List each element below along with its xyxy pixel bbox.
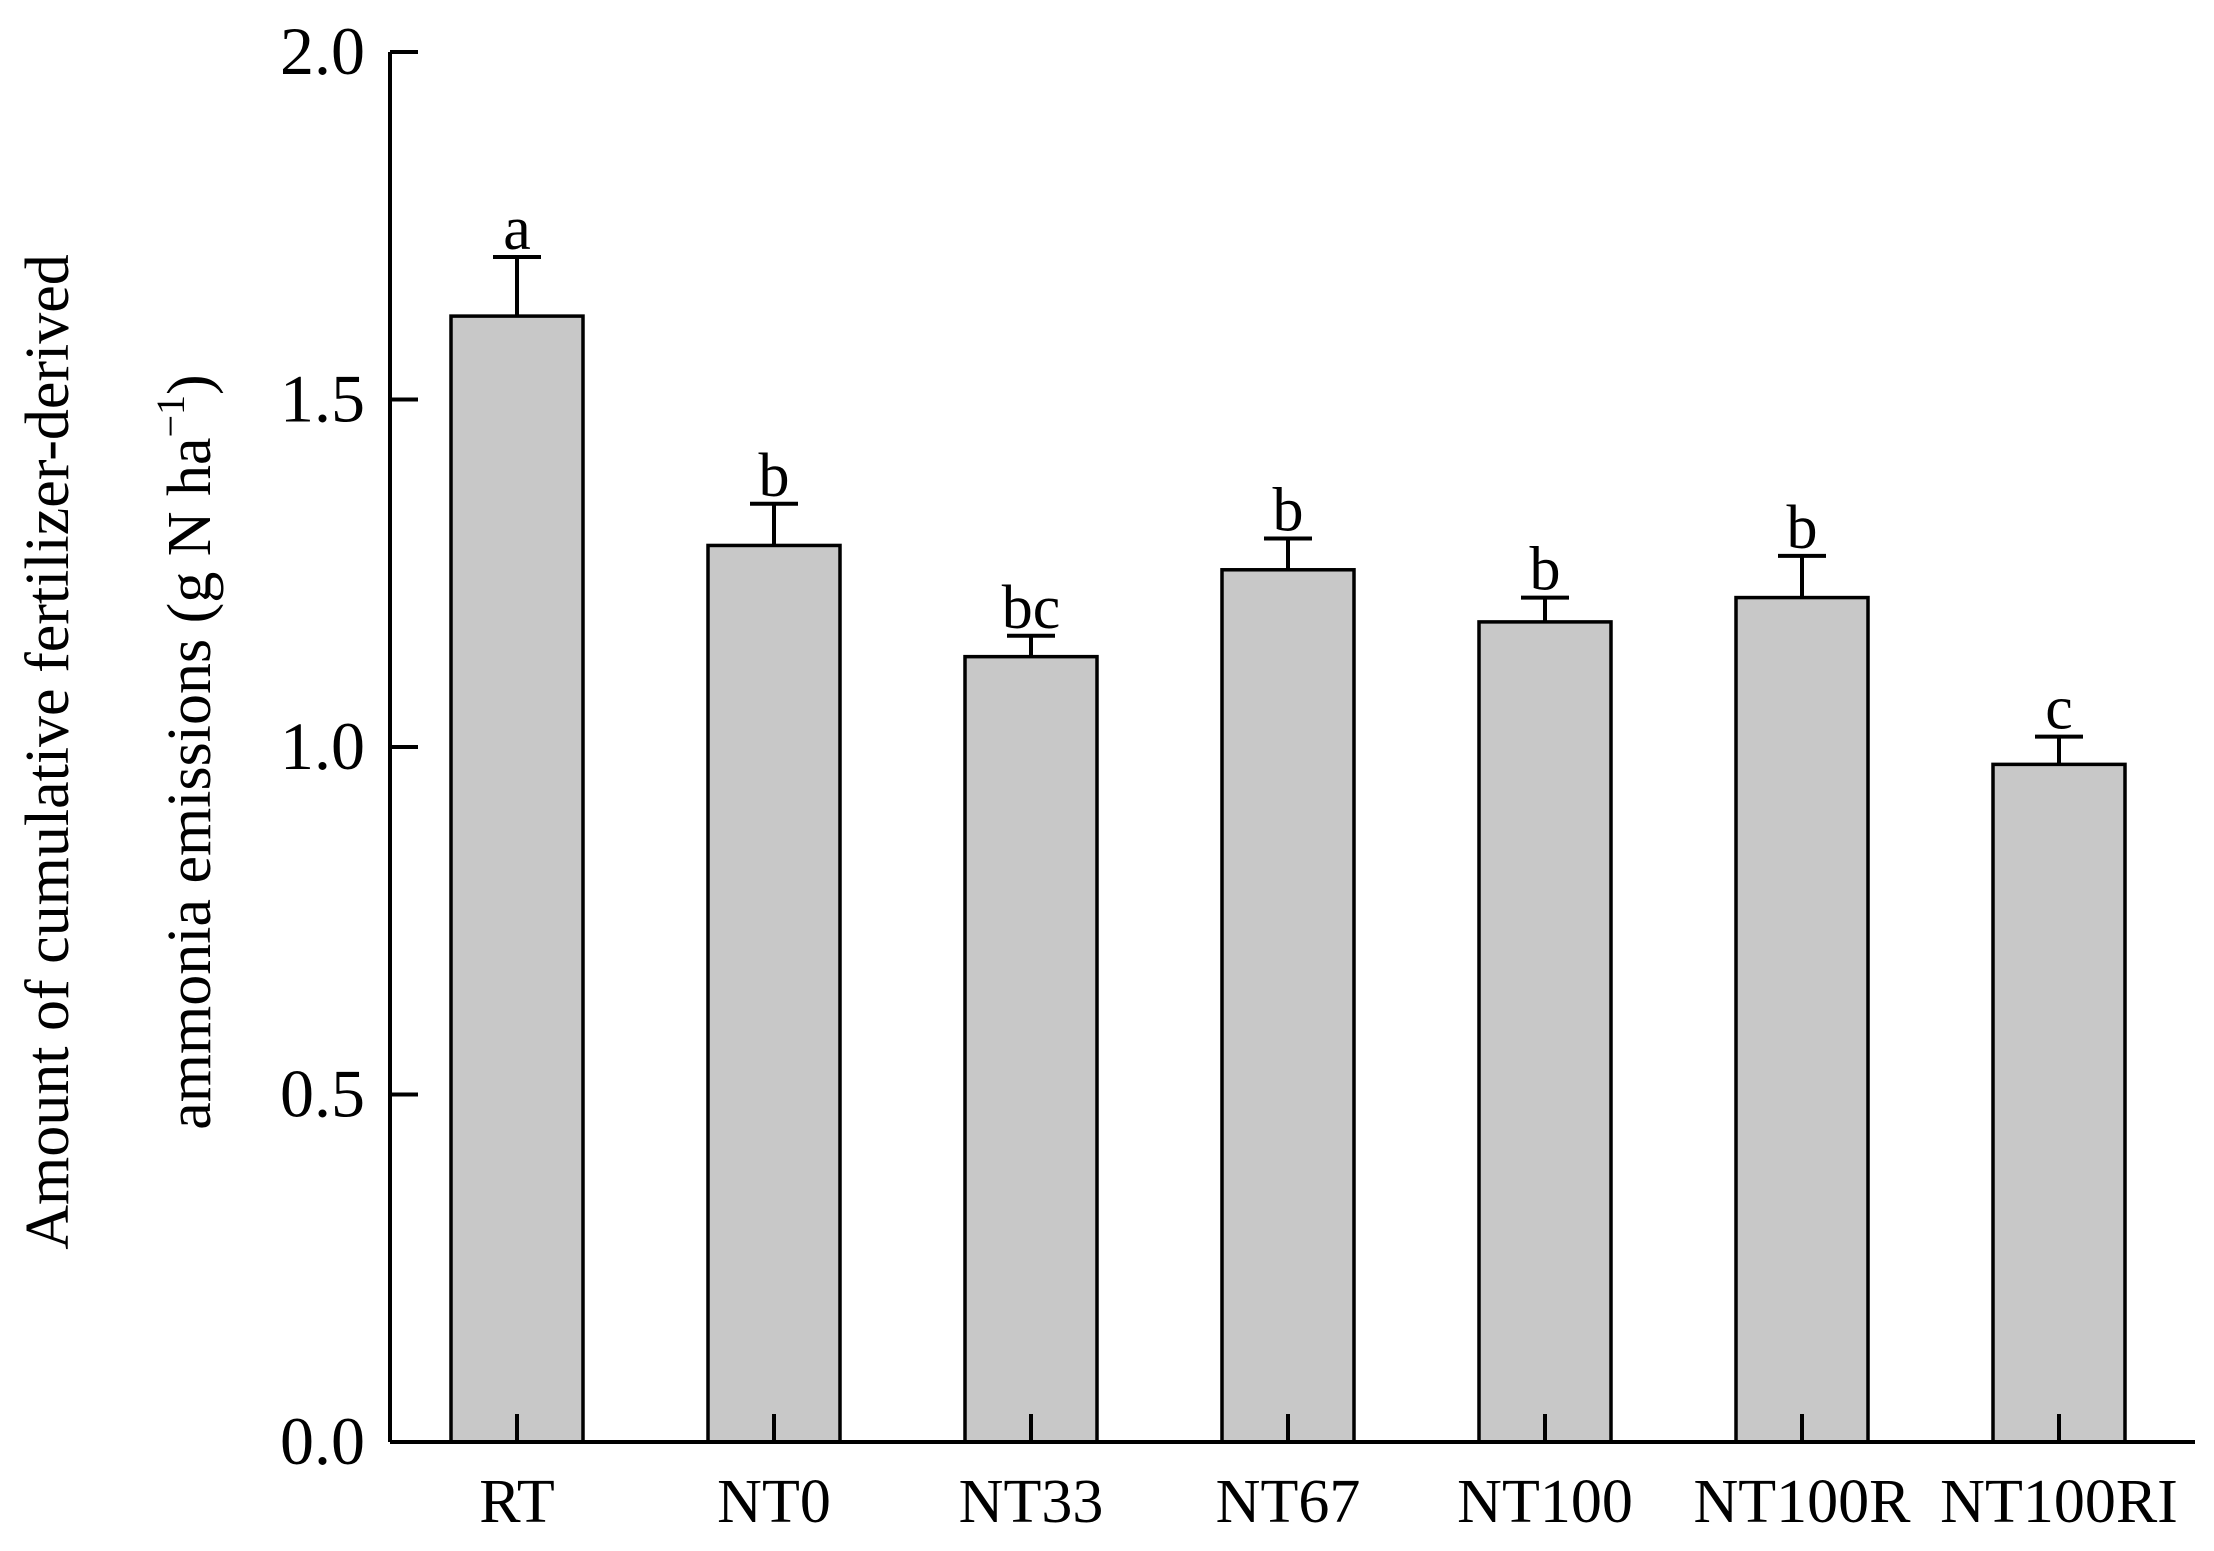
bar xyxy=(706,543,842,1444)
bar xyxy=(1991,762,2127,1444)
x-ticks: RT NT0 NT33 NT67 NT100 NT100R NT100RI xyxy=(479,1414,2178,1536)
y-axis-title-line2-main: ammonia emissions (g N ha xyxy=(156,437,224,1129)
bar-group-rt: a xyxy=(449,195,585,1444)
bar xyxy=(1220,568,1356,1444)
x-tick-label: NT33 xyxy=(959,1468,1104,1536)
significance-label: b xyxy=(759,442,790,510)
bar-group-nt33: bc xyxy=(963,574,1099,1444)
bar-group-nt100ri: c xyxy=(1991,675,2127,1444)
bar-group-nt0: b xyxy=(706,442,842,1444)
bar-group-nt100r: b xyxy=(1734,494,1870,1444)
bar xyxy=(963,654,1099,1444)
significance-label: c xyxy=(2045,675,2073,743)
y-axis-title-line1: Amount of cumulative fertilizer-derived xyxy=(14,254,82,1250)
y-axis-title-line2-end: ) xyxy=(156,374,224,395)
bar-group-nt100: b xyxy=(1477,536,1613,1444)
bar xyxy=(1734,595,1870,1444)
bar xyxy=(1477,620,1613,1444)
x-tick-label: NT100 xyxy=(1457,1468,1633,1536)
y-tick-label: 1.5 xyxy=(280,361,365,437)
x-tick-label: NT67 xyxy=(1216,1468,1361,1536)
y-tick-label: 1.0 xyxy=(280,708,365,784)
x-tick-label: RT xyxy=(479,1468,555,1536)
significance-label: b xyxy=(1787,494,1818,562)
y-axis-title: Amount of cumulative fertilizer-derived … xyxy=(14,254,224,1250)
x-tick-label: NT100R xyxy=(1694,1468,1912,1536)
y-tick-label: 0.0 xyxy=(280,1403,365,1479)
significance-label: b xyxy=(1273,477,1304,545)
x-tick-label: NT0 xyxy=(717,1468,831,1536)
bar xyxy=(449,314,585,1444)
bar-group-nt67: b xyxy=(1220,477,1356,1444)
y-axis-title-line2-superscript: −1 xyxy=(148,395,193,438)
significance-label: a xyxy=(503,195,531,263)
y-tick-label: 2.0 xyxy=(280,13,365,89)
y-axis-title-line2: ammonia emissions (g N ha−1) xyxy=(148,374,224,1129)
x-tick-label: NT100RI xyxy=(1940,1468,2178,1536)
significance-label: b xyxy=(1530,536,1561,604)
y-tick-label: 0.5 xyxy=(280,1056,365,1132)
significance-label: bc xyxy=(1002,574,1061,642)
y-ticks: 0.0 0.5 1.0 1.5 2.0 xyxy=(280,13,418,1479)
